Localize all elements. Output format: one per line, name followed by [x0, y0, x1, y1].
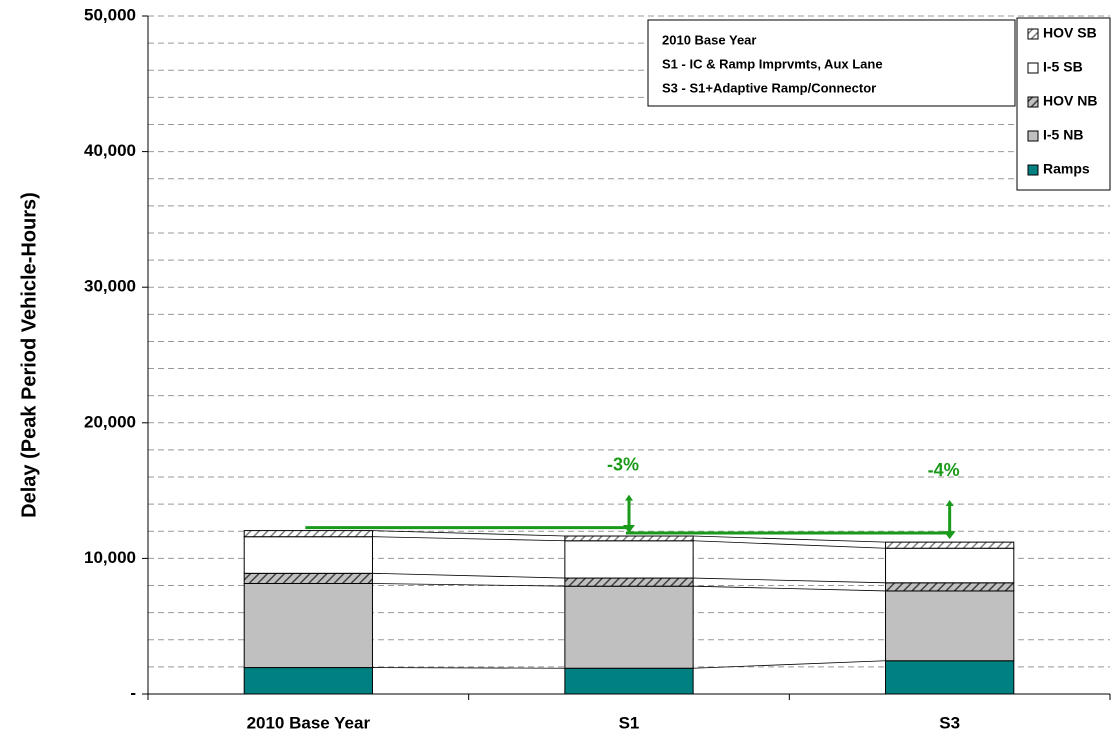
series-connector	[693, 660, 886, 669]
legend-label: HOV SB	[1043, 25, 1097, 41]
series-connector	[693, 577, 886, 584]
bar-segment	[243, 530, 373, 538]
legend-swatch	[1027, 28, 1039, 40]
legend-label: I-5 SB	[1043, 59, 1083, 75]
series-connector	[372, 572, 565, 579]
note-text: 2010 Base Year	[662, 32, 756, 47]
series-connector	[693, 540, 886, 549]
bar-segment	[885, 541, 1015, 549]
notes-box	[647, 19, 1016, 107]
legend-swatch	[1027, 164, 1039, 176]
y-tick-label: 30,000	[84, 277, 136, 296]
bar-segment	[243, 536, 373, 574]
bar-segment	[885, 547, 1015, 584]
change-arrowtail	[625, 494, 633, 501]
bar-segment	[885, 582, 1015, 592]
note-text: S1 - IC & Ramp Imprvmts, Aux Lane	[662, 56, 883, 71]
change-arrowhead	[943, 531, 956, 540]
legend-label: Ramps	[1043, 161, 1090, 177]
x-tick-label: S3	[939, 713, 960, 732]
legend-swatch	[1027, 62, 1039, 74]
legend-label: I-5 NB	[1043, 127, 1083, 143]
bar-segment	[564, 540, 694, 579]
bar-segment	[564, 667, 694, 695]
legend-label: HOV NB	[1043, 93, 1097, 109]
y-tick-label: -	[130, 683, 136, 702]
series-connector	[372, 583, 565, 587]
y-tick-label: 50,000	[84, 5, 136, 24]
y-tick-label: 40,000	[84, 141, 136, 160]
bar-segment	[243, 572, 373, 584]
y-tick-label: 20,000	[84, 412, 136, 431]
bar-segment	[885, 590, 1015, 662]
y-axis-label: Delay (Peak Period Vehicle-Hours)	[18, 192, 40, 518]
change-arrowtail	[945, 500, 954, 507]
bar-segment	[564, 535, 694, 542]
change-arrowhead	[623, 525, 635, 534]
y-tick-label: 10,000	[84, 548, 136, 567]
bar-segment	[885, 660, 1015, 695]
series-connector	[372, 667, 565, 669]
series-connector	[693, 585, 886, 592]
bar-segment	[564, 577, 694, 587]
bar-segment	[564, 585, 694, 669]
x-tick-label: 2010 Base Year	[247, 713, 371, 732]
legend-swatch	[1027, 96, 1039, 108]
bar-segment	[243, 582, 373, 669]
bar-segment	[243, 667, 373, 695]
legend-swatch	[1027, 130, 1039, 142]
note-text: S3 - S1+Adaptive Ramp/Connector	[662, 80, 876, 95]
x-tick-label: S1	[619, 713, 640, 732]
series-connector	[372, 530, 565, 537]
series-connector	[372, 536, 565, 542]
series-connector	[693, 535, 886, 543]
change-label: -4%	[928, 460, 960, 480]
change-label: -3%	[607, 454, 639, 474]
